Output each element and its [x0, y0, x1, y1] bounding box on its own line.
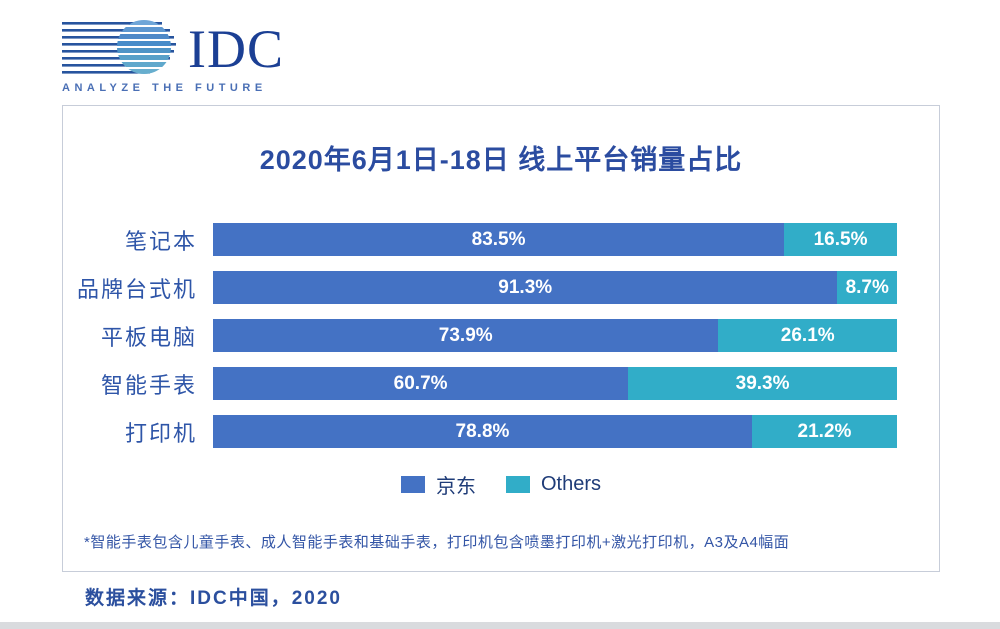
bar-value-label: 73.9%	[438, 324, 493, 346]
bar-track: 60.7% 39.3%	[213, 367, 897, 400]
category-label: 笔记本	[124, 228, 197, 254]
bar-row: 笔记本 83.5% 16.5%	[63, 223, 939, 256]
others-legend-label: Others	[540, 473, 602, 495]
bar-value-label: 60.7%	[393, 372, 448, 394]
legend-item-jd: 京东	[400, 470, 476, 499]
bar-row: 智能手表 60.7% 39.3%	[63, 367, 939, 400]
category-label: 智能手表	[100, 372, 197, 398]
bar-track: 83.5% 16.5%	[213, 223, 897, 256]
idc-logo: IDC ANALYZE THE FUTURE	[62, 18, 284, 94]
category-label: 平板电脑	[100, 324, 197, 350]
bar-row: 打印机 78.8% 21.2%	[63, 415, 939, 448]
bar-value-label: 16.5%	[813, 228, 868, 250]
bar-value-label: 83.5%	[471, 228, 526, 250]
chart-legend: 京东 Others	[63, 470, 939, 499]
others-bar-segment: 8.7%	[837, 271, 897, 304]
others-bar-segment: 39.3%	[628, 367, 897, 400]
jd-bar-segment: 73.9%	[213, 319, 719, 352]
others-bar-segment: 26.1%	[718, 319, 897, 352]
idc-logo-tagline: ANALYZE THE FUTURE	[62, 82, 267, 94]
bar-value-label: 8.7%	[845, 276, 889, 298]
bar-track: 78.8% 21.2%	[213, 415, 897, 448]
jd-bar-segment: 91.3%	[213, 271, 838, 304]
legend-item-others: Others	[505, 473, 602, 496]
category-label: 打印机	[124, 420, 197, 446]
bar-chart: 笔记本 83.5% 16.5% 品牌台式机 91.3% 8.7% 平板电脑 73.9% 26.1…	[63, 223, 939, 448]
jd-bar-segment: 78.8%	[213, 415, 752, 448]
chart-footnote: *智能手表包含儿童手表、成人智能手表和基础手表，打印机包含喷墨打印机+激光打印机…	[84, 534, 790, 551]
bar-track: 73.9% 26.1%	[213, 319, 897, 352]
category-label: 品牌台式机	[76, 276, 197, 302]
chart-card: 2020年6月1日-18日 线上平台销量占比 笔记本 83.5% 16.5% 品牌台式…	[62, 105, 940, 572]
others-legend-swatch	[505, 476, 530, 493]
bottom-divider	[0, 622, 1000, 629]
bar-value-label: 26.1%	[780, 324, 835, 346]
jd-legend-label: 京东	[435, 476, 476, 498]
data-source: 数据来源：IDC中国，2020	[85, 588, 342, 609]
jd-legend-swatch	[400, 476, 425, 493]
idc-logo-text: IDC	[188, 19, 284, 79]
jd-bar-segment: 60.7%	[213, 367, 629, 400]
bar-row: 平板电脑 73.9% 26.1%	[63, 319, 939, 352]
jd-bar-segment: 83.5%	[213, 223, 785, 256]
bar-value-label: 78.8%	[455, 420, 510, 442]
bar-track: 91.3% 8.7%	[213, 271, 897, 304]
idc-globe-icon	[62, 20, 176, 74]
chart-title: 2020年6月1日-18日 线上平台销量占比	[259, 145, 743, 175]
others-bar-segment: 16.5%	[784, 223, 897, 256]
bar-value-label: 91.3%	[498, 276, 553, 298]
others-bar-segment: 21.2%	[751, 415, 897, 448]
bar-value-label: 39.3%	[735, 372, 790, 394]
bar-row: 品牌台式机 91.3% 8.7%	[63, 271, 939, 304]
bar-value-label: 21.2%	[797, 420, 852, 442]
